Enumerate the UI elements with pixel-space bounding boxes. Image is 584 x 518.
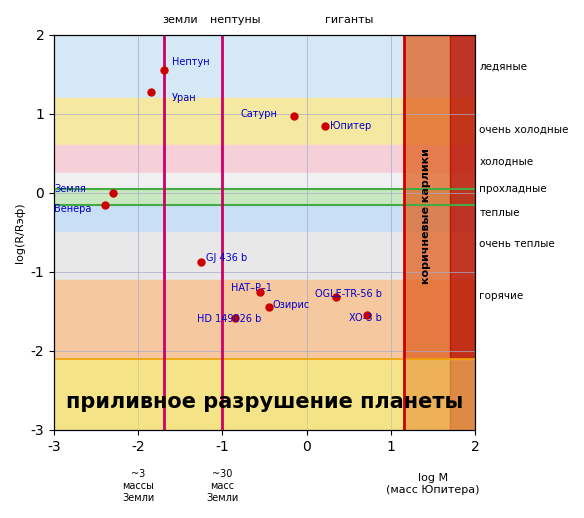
Bar xyxy=(54,280,475,359)
Bar xyxy=(54,189,475,205)
Bar xyxy=(450,35,475,430)
Text: GJ 436 b: GJ 436 b xyxy=(206,253,247,263)
Text: очень теплые: очень теплые xyxy=(479,239,555,249)
Text: log M
(масс Юпитера): log M (масс Юпитера) xyxy=(386,473,479,495)
Bar xyxy=(54,359,475,430)
Text: Сатурн: Сатурн xyxy=(241,109,277,119)
Text: приливное разрушение планеты: приливное разрушение планеты xyxy=(66,392,463,412)
Text: XO-3 b: XO-3 b xyxy=(349,313,382,323)
Bar xyxy=(54,232,475,280)
Text: Юпитер: Юпитер xyxy=(330,121,371,132)
Text: HD 149026 b: HD 149026 b xyxy=(197,314,262,324)
Text: Земля: Земля xyxy=(54,184,86,194)
Text: OGLE-TR-56 b: OGLE-TR-56 b xyxy=(315,289,382,299)
Text: горячие: горячие xyxy=(479,291,524,300)
Text: теплые: теплые xyxy=(479,208,520,218)
Bar xyxy=(54,205,475,232)
Text: Озирис: Озирис xyxy=(273,300,310,310)
Bar xyxy=(54,359,475,430)
Bar xyxy=(54,0,475,98)
Bar xyxy=(54,98,475,146)
Text: Нептун: Нептун xyxy=(172,57,210,67)
Bar xyxy=(404,35,450,430)
Text: HAT–P–1: HAT–P–1 xyxy=(231,283,272,293)
Text: ~30
масс
Земли: ~30 масс Земли xyxy=(206,469,239,502)
Text: ледяные: ледяные xyxy=(479,61,527,71)
Text: Венера: Венера xyxy=(54,204,92,213)
Text: холодные: холодные xyxy=(479,156,533,166)
Text: ~3
массы
Земли: ~3 массы Земли xyxy=(122,469,154,502)
Text: Уран: Уран xyxy=(172,93,197,103)
Bar xyxy=(54,146,475,173)
Text: очень холодные: очень холодные xyxy=(479,124,569,135)
Bar xyxy=(54,173,475,189)
Y-axis label: log(R/Rэф): log(R/Rэф) xyxy=(15,202,25,263)
Text: прохладные: прохладные xyxy=(479,184,547,194)
Text: коричневые карлики: коричневые карлики xyxy=(421,149,431,284)
